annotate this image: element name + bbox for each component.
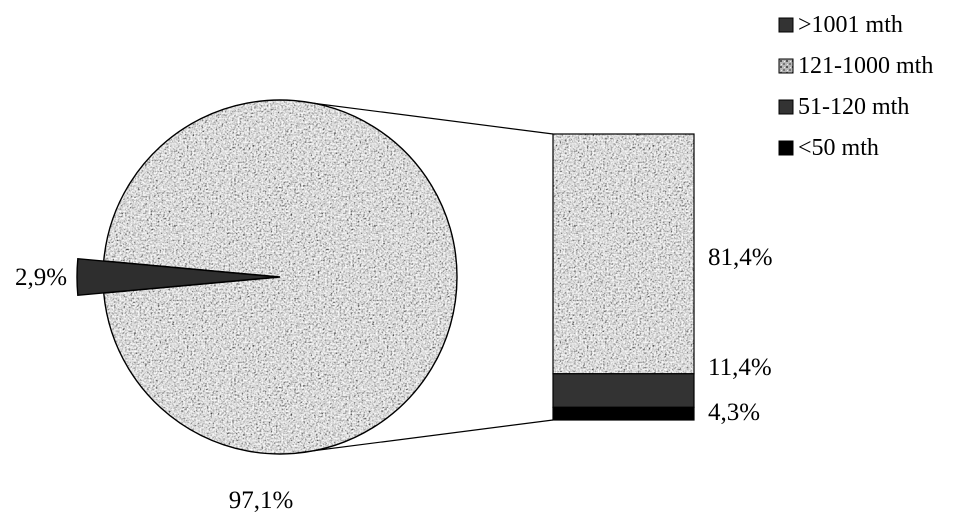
connector-lines [295,100,554,454]
pie-data-label: 2,9% [15,264,67,291]
legend-label: 121-1000 mth [798,53,933,79]
legend-swatch [778,17,794,33]
legend-swatch [778,58,794,74]
bar-segment [552,406,695,421]
legend-item: >1001 mth [778,12,903,38]
bar-data-label: 11,4% [708,354,772,381]
legend: >1001 mth 121-1000 mth 51-120 mth <50 mth [778,12,933,161]
legend-item: 121-1000 mth [778,53,933,79]
legend-item: <50 mth [778,135,879,161]
pie-data-label: 97,1% [229,487,294,514]
bar-data-label: 4,3% [708,399,760,426]
legend-swatch [778,140,794,156]
pie-slice-large [102,99,458,455]
bar-segment [552,133,695,375]
bar-segment [552,373,695,408]
legend-label: 51-120 mth [798,94,909,120]
data-labels-group: 2,9% 97,1% 81,4% 11,4% 4,3% [15,244,773,514]
connector-line-bottom [295,419,554,454]
bar-data-label: 81,4% [708,244,773,271]
pie-group [76,99,458,455]
stacked-bar-group [552,133,695,421]
legend-item: 51-120 mth [778,94,909,120]
connector-line-top [295,100,554,135]
legend-swatch [778,99,794,115]
pie-slice-small [76,257,279,297]
legend-label: >1001 mth [798,12,903,38]
legend-label: <50 mth [798,135,879,161]
